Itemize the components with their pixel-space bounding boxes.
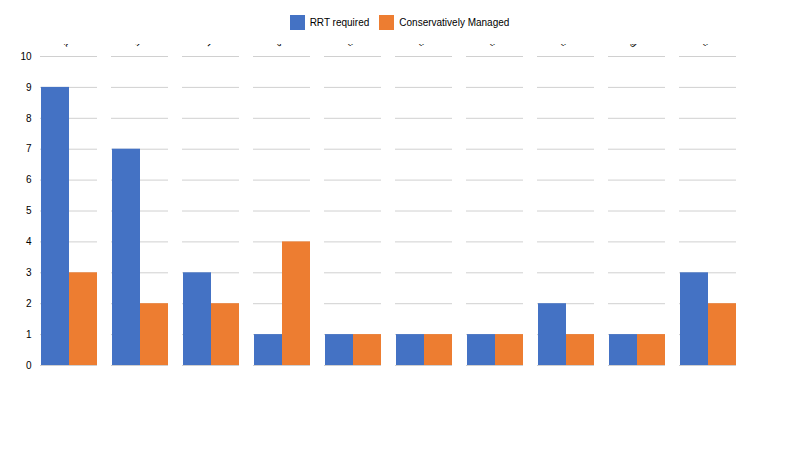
svg-text:7: 7 <box>26 143 32 154</box>
svg-text:10: 10 <box>20 51 32 62</box>
svg-text:0: 0 <box>26 360 32 371</box>
svg-text:8: 8 <box>26 113 32 124</box>
svg-text:1: 1 <box>26 329 32 340</box>
svg-text:2: 2 <box>26 298 32 309</box>
svg-text:3: 3 <box>26 267 32 278</box>
svg-text:Snake bite: Snake bite <box>316 44 358 49</box>
svg-text:Copper sulphate: Copper sulphate <box>368 44 428 49</box>
svg-text:Methanol: Methanol <box>107 44 144 48</box>
svg-text:Ammonium dichromate: Ammonium dichromate <box>490 44 571 49</box>
svg-text:4: 4 <box>26 236 32 247</box>
svg-text:5: 5 <box>26 205 32 216</box>
svg-text:Wasp/ bee sting: Wasp/ bee sting <box>583 44 641 48</box>
svg-text:Multiple: Multiple <box>680 44 712 49</box>
svg-text:Para phenylenediamine: Para phenylenediamine <box>417 44 499 49</box>
svg-text:Organophosphorus: Organophosphorus <box>218 44 286 48</box>
svg-text:Unknown: Unknown <box>178 44 215 48</box>
svg-text:Paraquat: Paraquat <box>37 44 74 48</box>
html-text:Conservatively Managed: Conservatively Managed <box>399 17 510 28</box>
svg-text:9: 9 <box>26 82 32 93</box>
html-text:RRT required: RRT required <box>309 17 370 28</box>
svg-text:6: 6 <box>26 174 32 185</box>
